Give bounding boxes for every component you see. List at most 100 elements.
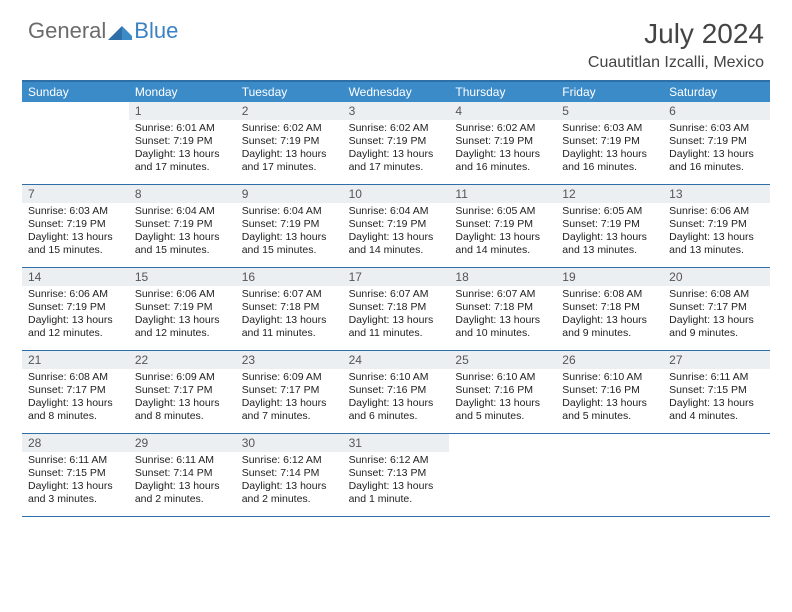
- day-number: 9: [236, 185, 343, 203]
- sunrise-text: Sunrise: 6:03 AM: [28, 205, 123, 218]
- cell-body: Sunrise: 6:08 AMSunset: 7:17 PMDaylight:…: [22, 369, 129, 430]
- calendar: Sunday Monday Tuesday Wednesday Thursday…: [22, 80, 770, 517]
- day-number: 2: [236, 102, 343, 120]
- daylight-text: Daylight: 13 hours and 10 minutes.: [455, 314, 550, 340]
- sunset-text: Sunset: 7:19 PM: [349, 135, 444, 148]
- daylight-text: Daylight: 13 hours and 13 minutes.: [562, 231, 657, 257]
- calendar-cell: 16Sunrise: 6:07 AMSunset: 7:18 PMDayligh…: [236, 268, 343, 350]
- daylight-text: Daylight: 13 hours and 16 minutes.: [669, 148, 764, 174]
- sunset-text: Sunset: 7:19 PM: [455, 135, 550, 148]
- day-number: 7: [22, 185, 129, 203]
- cell-body: Sunrise: 6:09 AMSunset: 7:17 PMDaylight:…: [236, 369, 343, 430]
- day-number: 1: [129, 102, 236, 120]
- day-number: 11: [449, 185, 556, 203]
- calendar-cell: 9Sunrise: 6:04 AMSunset: 7:19 PMDaylight…: [236, 185, 343, 267]
- sunset-text: Sunset: 7:19 PM: [669, 135, 764, 148]
- calendar-cell: 14Sunrise: 6:06 AMSunset: 7:19 PMDayligh…: [22, 268, 129, 350]
- calendar-cell: 4Sunrise: 6:02 AMSunset: 7:19 PMDaylight…: [449, 102, 556, 184]
- sunset-text: Sunset: 7:17 PM: [242, 384, 337, 397]
- daylight-text: Daylight: 13 hours and 14 minutes.: [349, 231, 444, 257]
- day-header: Sunday: [22, 82, 129, 102]
- sunrise-text: Sunrise: 6:05 AM: [455, 205, 550, 218]
- sunset-text: Sunset: 7:19 PM: [669, 218, 764, 231]
- sunset-text: Sunset: 7:14 PM: [242, 467, 337, 480]
- sunrise-text: Sunrise: 6:07 AM: [349, 288, 444, 301]
- triangle-icon: [108, 22, 132, 40]
- day-number: 17: [343, 268, 450, 286]
- sunrise-text: Sunrise: 6:02 AM: [455, 122, 550, 135]
- sunrise-text: Sunrise: 6:05 AM: [562, 205, 657, 218]
- cell-body: Sunrise: 6:02 AMSunset: 7:19 PMDaylight:…: [343, 120, 450, 181]
- sunrise-text: Sunrise: 6:10 AM: [455, 371, 550, 384]
- calendar-cell: 28Sunrise: 6:11 AMSunset: 7:15 PMDayligh…: [22, 434, 129, 516]
- sunrise-text: Sunrise: 6:03 AM: [562, 122, 657, 135]
- sunset-text: Sunset: 7:17 PM: [28, 384, 123, 397]
- cell-body: Sunrise: 6:11 AMSunset: 7:15 PMDaylight:…: [22, 452, 129, 513]
- daylight-text: Daylight: 13 hours and 12 minutes.: [28, 314, 123, 340]
- sunrise-text: Sunrise: 6:06 AM: [28, 288, 123, 301]
- calendar-cell: 22Sunrise: 6:09 AMSunset: 7:17 PMDayligh…: [129, 351, 236, 433]
- calendar-cell: 17Sunrise: 6:07 AMSunset: 7:18 PMDayligh…: [343, 268, 450, 350]
- daylight-text: Daylight: 13 hours and 2 minutes.: [242, 480, 337, 506]
- day-number: 19: [556, 268, 663, 286]
- cell-body: Sunrise: 6:03 AMSunset: 7:19 PMDaylight:…: [663, 120, 770, 181]
- cell-body: Sunrise: 6:12 AMSunset: 7:13 PMDaylight:…: [343, 452, 450, 513]
- sunset-text: Sunset: 7:14 PM: [135, 467, 230, 480]
- daylight-text: Daylight: 13 hours and 6 minutes.: [349, 397, 444, 423]
- sunrise-text: Sunrise: 6:07 AM: [242, 288, 337, 301]
- cell-body: Sunrise: 6:03 AMSunset: 7:19 PMDaylight:…: [22, 203, 129, 264]
- daylight-text: Daylight: 13 hours and 3 minutes.: [28, 480, 123, 506]
- sunset-text: Sunset: 7:19 PM: [242, 218, 337, 231]
- day-number: 5: [556, 102, 663, 120]
- sunrise-text: Sunrise: 6:06 AM: [669, 205, 764, 218]
- sunset-text: Sunset: 7:16 PM: [349, 384, 444, 397]
- daylight-text: Daylight: 13 hours and 17 minutes.: [135, 148, 230, 174]
- calendar-cell: 1Sunrise: 6:01 AMSunset: 7:19 PMDaylight…: [129, 102, 236, 184]
- daylight-text: Daylight: 13 hours and 7 minutes.: [242, 397, 337, 423]
- calendar-cell: 27Sunrise: 6:11 AMSunset: 7:15 PMDayligh…: [663, 351, 770, 433]
- daylight-text: Daylight: 13 hours and 14 minutes.: [455, 231, 550, 257]
- calendar-cell: 8Sunrise: 6:04 AMSunset: 7:19 PMDaylight…: [129, 185, 236, 267]
- sunset-text: Sunset: 7:19 PM: [562, 218, 657, 231]
- calendar-cell: 29Sunrise: 6:11 AMSunset: 7:14 PMDayligh…: [129, 434, 236, 516]
- calendar-cell: .: [449, 434, 556, 516]
- daylight-text: Daylight: 13 hours and 12 minutes.: [135, 314, 230, 340]
- day-header: Tuesday: [236, 82, 343, 102]
- cell-body: Sunrise: 6:03 AMSunset: 7:19 PMDaylight:…: [556, 120, 663, 181]
- calendar-cell: 21Sunrise: 6:08 AMSunset: 7:17 PMDayligh…: [22, 351, 129, 433]
- calendar-cell: 15Sunrise: 6:06 AMSunset: 7:19 PMDayligh…: [129, 268, 236, 350]
- sunrise-text: Sunrise: 6:11 AM: [669, 371, 764, 384]
- calendar-cell: 12Sunrise: 6:05 AMSunset: 7:19 PMDayligh…: [556, 185, 663, 267]
- sunrise-text: Sunrise: 6:04 AM: [135, 205, 230, 218]
- day-number: 27: [663, 351, 770, 369]
- sunset-text: Sunset: 7:18 PM: [349, 301, 444, 314]
- calendar-cell: .: [663, 434, 770, 516]
- cell-body: Sunrise: 6:09 AMSunset: 7:17 PMDaylight:…: [129, 369, 236, 430]
- calendar-cell: 20Sunrise: 6:08 AMSunset: 7:17 PMDayligh…: [663, 268, 770, 350]
- calendar-cell: 11Sunrise: 6:05 AMSunset: 7:19 PMDayligh…: [449, 185, 556, 267]
- day-number: 22: [129, 351, 236, 369]
- sunrise-text: Sunrise: 6:06 AM: [135, 288, 230, 301]
- calendar-cell: 24Sunrise: 6:10 AMSunset: 7:16 PMDayligh…: [343, 351, 450, 433]
- day-number: 15: [129, 268, 236, 286]
- cell-body: Sunrise: 6:04 AMSunset: 7:19 PMDaylight:…: [343, 203, 450, 264]
- day-number: 20: [663, 268, 770, 286]
- day-header: Thursday: [449, 82, 556, 102]
- daylight-text: Daylight: 13 hours and 16 minutes.: [562, 148, 657, 174]
- cell-body: Sunrise: 6:01 AMSunset: 7:19 PMDaylight:…: [129, 120, 236, 181]
- sunrise-text: Sunrise: 6:02 AM: [242, 122, 337, 135]
- sunset-text: Sunset: 7:19 PM: [28, 301, 123, 314]
- sunset-text: Sunset: 7:19 PM: [135, 135, 230, 148]
- calendar-cell: 23Sunrise: 6:09 AMSunset: 7:17 PMDayligh…: [236, 351, 343, 433]
- cell-body: Sunrise: 6:04 AMSunset: 7:19 PMDaylight:…: [129, 203, 236, 264]
- cell-body: Sunrise: 6:06 AMSunset: 7:19 PMDaylight:…: [129, 286, 236, 347]
- brand-part2: Blue: [134, 18, 178, 44]
- sunset-text: Sunset: 7:19 PM: [242, 135, 337, 148]
- daylight-text: Daylight: 13 hours and 15 minutes.: [135, 231, 230, 257]
- calendar-cell: 7Sunrise: 6:03 AMSunset: 7:19 PMDaylight…: [22, 185, 129, 267]
- sunset-text: Sunset: 7:18 PM: [455, 301, 550, 314]
- sunrise-text: Sunrise: 6:09 AM: [135, 371, 230, 384]
- daylight-text: Daylight: 13 hours and 13 minutes.: [669, 231, 764, 257]
- calendar-week: 7Sunrise: 6:03 AMSunset: 7:19 PMDaylight…: [22, 185, 770, 268]
- daylight-text: Daylight: 13 hours and 17 minutes.: [349, 148, 444, 174]
